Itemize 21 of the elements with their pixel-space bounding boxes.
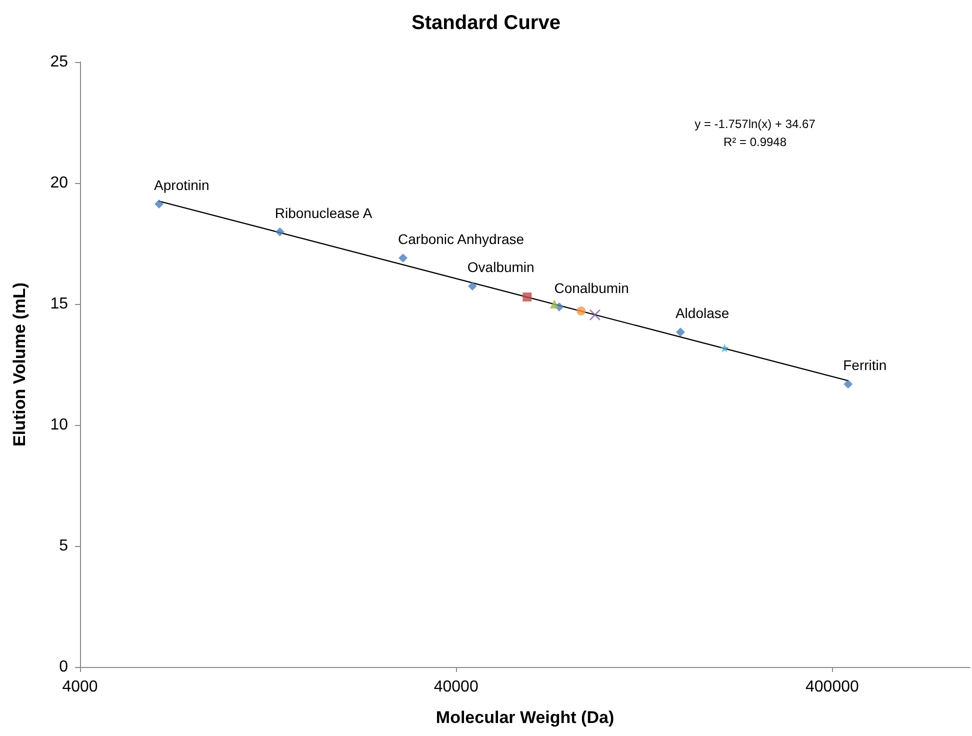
x-tick-label: 40000 (434, 678, 478, 696)
y-axis-title: Elution Volume (mL) (10, 282, 29, 447)
annotation: Carbonic Anhydrase (398, 231, 524, 248)
x-tick-label: 4000 (62, 678, 98, 696)
chart-title: Standard Curve (412, 12, 560, 34)
x-axis-title: Molecular Weight (Da) (436, 708, 614, 727)
annotation: Ribonuclease A (274, 204, 373, 221)
annotation: Conalbumin (554, 280, 629, 296)
y-tick-label: 0 (59, 658, 68, 676)
annotation: Aprotinin (154, 177, 210, 194)
y-tick-label: 10 (50, 416, 68, 434)
annotation: Ovalbumin (467, 259, 534, 276)
y-tick-label: 5 (59, 538, 68, 554)
x-tick-label: 400000 (805, 678, 859, 696)
y-tick-label: 25 (50, 54, 68, 70)
y-tick-label: 20 (50, 174, 68, 192)
y-tick-label: 15 (50, 296, 68, 312)
annotation: Aldolase (675, 305, 730, 322)
annotation: y = -1.757ln(x) + 34.67 (694, 117, 816, 131)
annotation: R² = 0.9948 (723, 135, 787, 149)
annotation: Ferritin (843, 357, 887, 374)
